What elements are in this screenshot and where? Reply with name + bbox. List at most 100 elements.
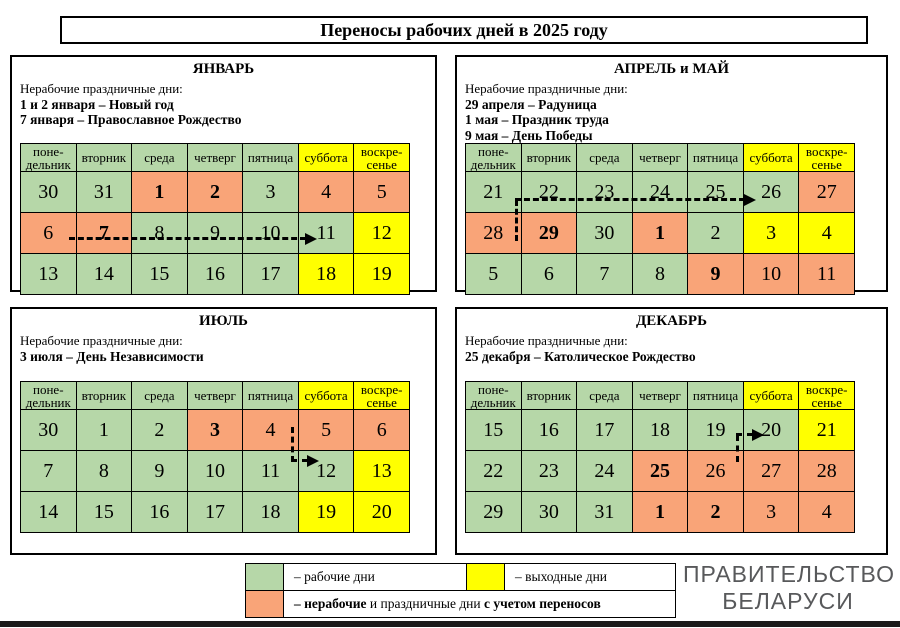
calendar-day-cell: 24 <box>576 450 633 492</box>
weekday-header-cell: среда <box>131 381 188 410</box>
transfer-arrow-line <box>515 198 745 201</box>
page-title: Переносы рабочих дней в 2025 году <box>60 16 868 44</box>
calendar-day-cell: 17 <box>242 253 299 295</box>
calendar-day-cell: 12 <box>353 212 410 254</box>
calendar-day-cell: 18 <box>631 409 689 451</box>
calendar-day-cell: 21 <box>798 409 855 451</box>
calendar-day-cell: 14 <box>20 491 77 533</box>
calendar-day-cell: 6 <box>353 409 410 451</box>
weekday-header-cell: суббота <box>742 381 800 410</box>
calendar-panel-july: ИЮЛЬ Нерабочие праздничные дни: 3 июля –… <box>10 307 437 555</box>
calendar-day-cell: 10 <box>186 450 244 492</box>
weekday-header-cell: четверг <box>631 143 689 172</box>
calendar-day-cell: 6 <box>520 253 578 295</box>
holidays-block: Нерабочие праздничные дни: 1 и 2 января … <box>20 81 435 128</box>
calendar-day-cell: 8 <box>75 450 133 492</box>
holidays-label: Нерабочие праздничные дни: <box>465 333 628 348</box>
transfer-arrow-line <box>69 237 306 240</box>
calendar-week-row: 15 16 17 18 19 20 21 <box>465 409 855 451</box>
holiday-entry: 25 декабря – Католическое Рождество <box>465 348 696 364</box>
weekday-header-cell: поне- дельник <box>465 381 522 410</box>
calendar-week-row: 13 14 15 16 17 18 19 <box>20 253 410 295</box>
calendar-day-cell: 22 <box>520 171 578 213</box>
calendar-day-cell: 8 <box>631 253 689 295</box>
calendar-day-cell: 22 <box>465 450 522 492</box>
calendar-day-cell: 1 <box>75 409 133 451</box>
calendar-day-cell: 10 <box>742 253 800 295</box>
holidays-block: Нерабочие праздничные дни: 29 апреля – Р… <box>465 81 886 143</box>
weekday-header-cell: поне- дельник <box>20 381 77 410</box>
calendar-day-cell: 4 <box>798 212 855 254</box>
holidays-list: 25 декабря – Католическое Рождество <box>465 349 886 365</box>
holiday-entry: 7 января – Православное Рождество <box>20 112 242 127</box>
calendar-panel-april-may: АПРЕЛЬ и МАЙ Нерабочие праздничные дни: … <box>455 55 888 295</box>
calendar-day-cell: 25 <box>687 171 744 213</box>
legend-swatch-weekend <box>466 563 505 591</box>
calendar-day-cell: 5 <box>297 409 355 451</box>
calendar-day-cell: 8 <box>131 212 188 254</box>
government-logo: ПРАВИТЕЛЬСТВО БЕЛАРУСИ <box>683 561 894 615</box>
legend-swatch-nonworking <box>245 590 284 618</box>
legend-label-nonworking: – нерабочие и праздничные дни с учетом п… <box>283 590 676 618</box>
calendar-day-cell: 3 <box>242 171 299 213</box>
calendar-day-cell: 20 <box>353 491 410 533</box>
holiday-entry: 1 и 2 января – Новый год <box>20 96 174 112</box>
calendar-day-cell: 21 <box>465 171 522 213</box>
holidays-list: 3 июля – День Независимости <box>20 349 435 365</box>
calendar-day-cell: 2 <box>131 409 188 451</box>
calendar-day-cell: 23 <box>520 450 578 492</box>
calendar-day-cell: 15 <box>131 253 188 295</box>
weekday-header-cell: воскре- сенье <box>798 143 855 172</box>
calendar-day-cell: 6 <box>20 212 77 254</box>
calendar-week-row: 21 22 23 24 25 26 27 <box>465 171 855 213</box>
calendar-panel-december: ДЕКАБРЬ Нерабочие праздничные дни: 25 де… <box>455 307 888 555</box>
calendar-day-cell: 11 <box>242 450 299 492</box>
calendar-day-cell: 10 <box>242 212 299 254</box>
legend-label-working: – рабочие дни <box>283 563 467 591</box>
legend-swatch-working <box>245 563 284 591</box>
holiday-entry: 29 апреля – Радуница <box>465 96 597 112</box>
weekday-header-cell: поне- дельник <box>20 143 77 172</box>
transfer-arrow-head <box>744 194 756 206</box>
calendar-day-cell: 16 <box>520 409 578 451</box>
legend-label-nonworking-regular: и праздничные дни <box>366 596 485 611</box>
calendar-day-cell: 23 <box>576 171 633 213</box>
weekday-header-cell: среда <box>576 143 633 172</box>
weekday-header-cell: вторник <box>520 381 578 410</box>
calendar-day-cell: 2 <box>687 212 744 254</box>
calendar-week-row: 6 7 8 9 10 11 12 <box>20 212 410 254</box>
calendar-day-cell: 7 <box>20 450 77 492</box>
holidays-block: Нерабочие праздничные дни: 3 июля – День… <box>20 333 435 364</box>
calendar-day-cell: 26 <box>687 450 744 492</box>
calendar-day-cell: 4 <box>242 409 299 451</box>
legend-label-nonworking-bold1: – нерабочие <box>294 596 367 611</box>
panel-title-december: ДЕКАБРЬ <box>635 313 708 329</box>
weekday-header-cell: пятница <box>687 381 744 410</box>
calendar-day-cell: 28 <box>465 212 522 254</box>
government-logo-line2: БЕЛАРУСИ <box>722 588 854 614</box>
calendar-day-cell: 3 <box>742 491 800 533</box>
calendar-day-cell: 19 <box>687 409 744 451</box>
legend-label-nonworking-bold2: с учетом переносов <box>484 596 601 611</box>
transfer-arrow-head <box>307 455 319 467</box>
calendar-day-cell: 28 <box>798 450 855 492</box>
calendar-day-cell: 30 <box>576 212 633 254</box>
calendar-day-cell: 1 <box>631 491 689 533</box>
holiday-entry: 1 мая – Праздник труда <box>465 112 609 127</box>
calendar-week-row: 22 23 24 25 26 27 28 <box>465 450 855 492</box>
calendar-table-january: поне- дельник вторник среда четверг пятница с… <box>20 143 410 295</box>
legend-label-weekend: – выходные дни <box>504 563 676 591</box>
holidays-list: 1 и 2 января – Новый год 7 января – Право… <box>20 97 435 128</box>
holidays-label: Нерабочие праздничные дни: <box>20 333 183 348</box>
calendar-day-cell: 31 <box>576 491 633 533</box>
calendar-day-cell: 9 <box>687 253 744 295</box>
holiday-entry: 3 июля – День Независимости <box>20 348 204 364</box>
holidays-list: 29 апреля – Радуница 1 мая – Праздник тру… <box>465 97 886 144</box>
weekday-header-cell: пятница <box>242 381 299 410</box>
calendar-day-cell: 30 <box>520 491 578 533</box>
calendar-week-row: 14 15 16 17 18 19 20 <box>20 491 410 533</box>
calendar-day-cell: 18 <box>297 253 355 295</box>
weekday-header-cell: четверг <box>186 381 244 410</box>
calendar-table-july: поне- дельник вторник среда четверг пятница с… <box>20 381 410 533</box>
calendar-day-cell: 9 <box>186 212 244 254</box>
